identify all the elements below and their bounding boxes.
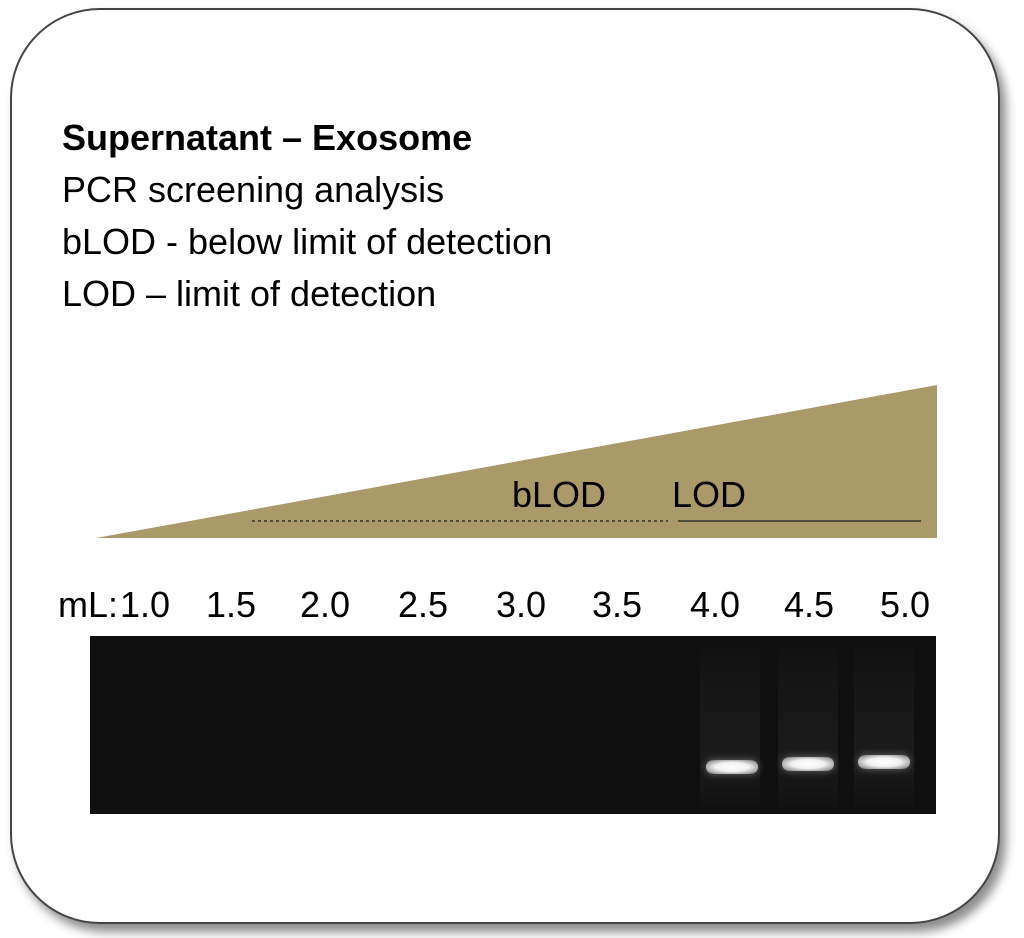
blod-label: bLOD — [512, 474, 607, 515]
legend-line-pcr: PCR screening analysis — [62, 169, 445, 210]
volume-label: 5.0 — [880, 584, 931, 625]
figure-title: Supernatant – Exosome — [62, 117, 473, 158]
gel-lane-smear — [778, 636, 838, 814]
gel-image — [90, 636, 936, 814]
legend-line-blod: bLOD - below limit of detection — [62, 221, 553, 262]
gel-band — [782, 757, 834, 771]
gel-band — [858, 755, 910, 769]
volume-label: 1.5 — [206, 584, 257, 625]
volume-label: 3.5 — [592, 584, 643, 625]
legend-text: Supernatant – Exosome PCR screening anal… — [62, 112, 552, 320]
volume-labels-row: mL: 1.0 1.5 2.0 2.5 3.0 3.5 4.0 4.5 5.0 — [0, 584, 1024, 630]
volume-label: 3.0 — [496, 584, 547, 625]
wedge-triangle — [96, 385, 937, 538]
unit-label: mL: — [58, 584, 119, 625]
lod-label: LOD — [672, 474, 747, 515]
volume-label: 1.0 — [120, 584, 171, 625]
gel-lane-smear — [700, 636, 760, 814]
volume-label: 4.0 — [690, 584, 741, 625]
gel-band — [706, 760, 758, 774]
legend-line-lod: LOD – limit of detection — [62, 273, 437, 314]
volume-label: 2.5 — [398, 584, 449, 625]
volume-label: 4.5 — [784, 584, 835, 625]
volume-label: 2.0 — [300, 584, 351, 625]
gel-lane-smear — [854, 636, 914, 814]
